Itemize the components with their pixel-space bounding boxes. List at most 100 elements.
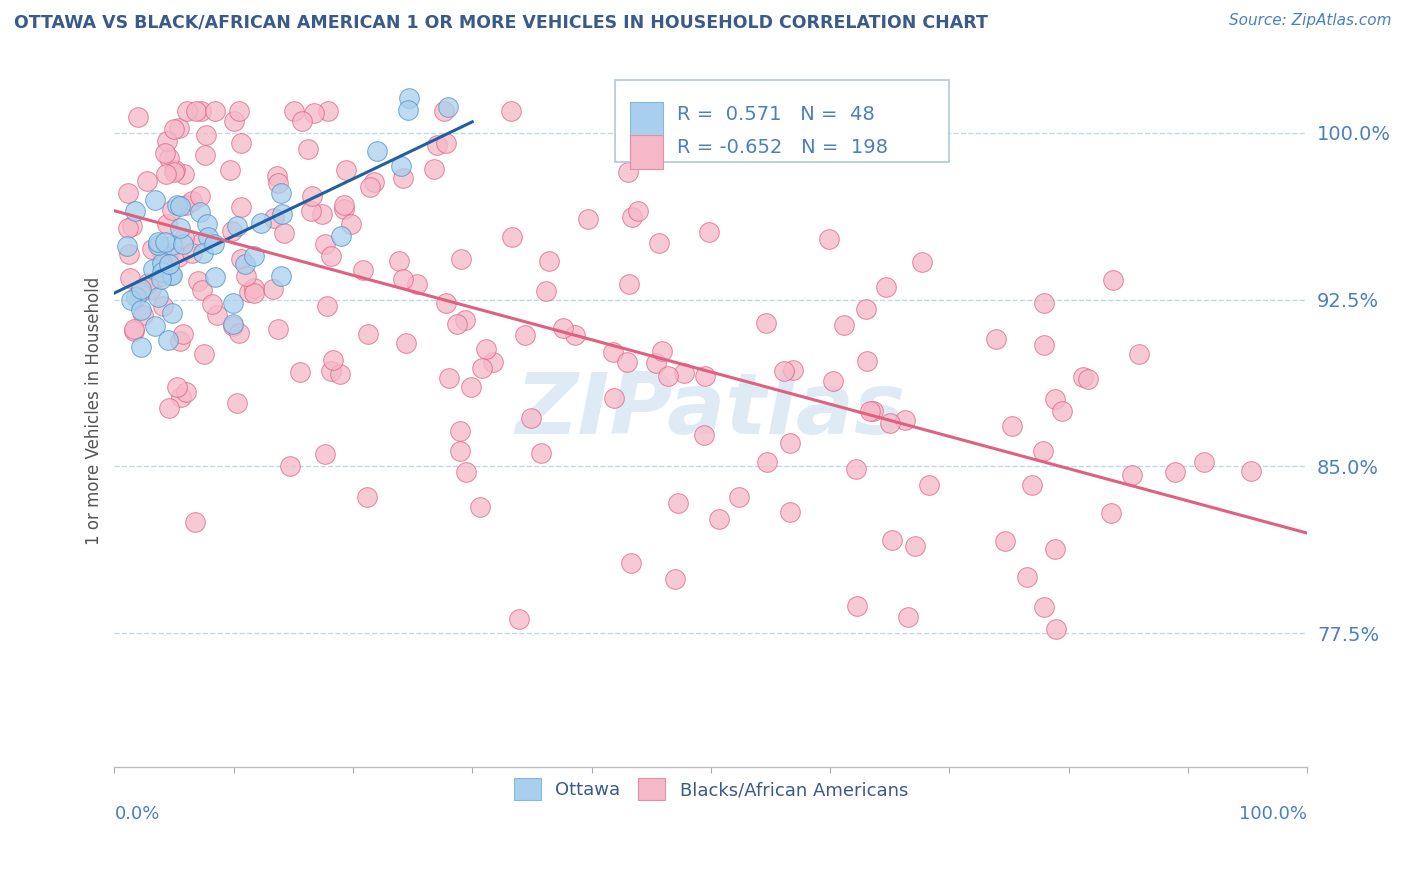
Point	[301, 188, 323, 202]
Point	[115, 238, 138, 252]
Point	[117, 221, 139, 235]
Point	[449, 424, 471, 438]
Point	[437, 100, 460, 114]
Point	[537, 254, 560, 268]
Point	[449, 444, 471, 458]
Point	[856, 353, 879, 368]
Point	[266, 169, 288, 184]
Point	[617, 165, 640, 179]
Point	[136, 174, 159, 188]
Point	[267, 322, 290, 336]
Point	[149, 244, 172, 258]
Point	[131, 340, 153, 354]
Point	[297, 143, 319, 157]
Point	[602, 345, 624, 359]
Bar	[630, 103, 664, 136]
Point	[153, 145, 176, 160]
Point	[471, 360, 494, 375]
Point	[184, 516, 207, 530]
Text: 100.0%: 100.0%	[1239, 805, 1308, 823]
Point	[392, 170, 415, 185]
Text: ZIPatlas: ZIPatlas	[516, 369, 905, 452]
Point	[897, 610, 920, 624]
Point	[818, 231, 841, 245]
Point	[270, 207, 292, 221]
Point	[904, 539, 927, 553]
Point	[191, 283, 214, 297]
Point	[142, 262, 165, 277]
Point	[1164, 465, 1187, 479]
Point	[450, 252, 472, 266]
Point	[356, 490, 378, 504]
Point	[405, 277, 427, 291]
Point	[174, 384, 197, 399]
Point	[616, 355, 638, 369]
Point	[176, 103, 198, 118]
Point	[1050, 403, 1073, 417]
Point	[187, 274, 209, 288]
Point	[456, 465, 478, 479]
Point	[155, 167, 177, 181]
Point	[143, 319, 166, 334]
Point	[170, 390, 193, 404]
Point	[340, 218, 363, 232]
Point	[1043, 392, 1066, 407]
Point	[333, 202, 356, 216]
Point	[278, 458, 301, 473]
Point	[141, 242, 163, 256]
Point	[1194, 455, 1216, 469]
Point	[389, 160, 412, 174]
Point	[194, 148, 217, 162]
Bar	[630, 135, 664, 169]
Point	[188, 188, 211, 202]
Point	[832, 318, 855, 332]
Point	[779, 436, 801, 450]
Point	[146, 235, 169, 249]
Point	[363, 175, 385, 189]
Point	[859, 403, 882, 417]
Point	[534, 285, 557, 299]
Point	[143, 193, 166, 207]
Point	[333, 198, 356, 212]
Point	[475, 342, 498, 356]
Point	[167, 121, 190, 136]
Point	[190, 103, 212, 118]
Point	[460, 380, 482, 394]
Text: R = -0.652   N =  198: R = -0.652 N = 198	[678, 137, 889, 157]
Point	[229, 136, 252, 150]
Point	[993, 534, 1015, 549]
Point	[173, 230, 195, 244]
Point	[169, 334, 191, 349]
Text: OTTAWA VS BLACK/AFRICAN AMERICAN 1 OR MORE VEHICLES IN HOUSEHOLD CORRELATION CHA: OTTAWA VS BLACK/AFRICAN AMERICAN 1 OR MO…	[14, 13, 988, 31]
Point	[1032, 338, 1054, 352]
Point	[664, 572, 686, 586]
Point	[648, 236, 671, 251]
Point	[620, 556, 643, 570]
Point	[156, 134, 179, 148]
Point	[270, 268, 292, 283]
Point	[779, 505, 801, 519]
Point	[862, 404, 884, 418]
Point	[139, 282, 162, 296]
Point	[423, 161, 446, 176]
Point	[1102, 272, 1125, 286]
Point	[693, 369, 716, 384]
Point	[620, 210, 643, 224]
Point	[129, 302, 152, 317]
Point	[262, 282, 284, 296]
Point	[172, 236, 194, 251]
Point	[162, 238, 184, 252]
Point	[172, 327, 194, 342]
Point	[481, 355, 503, 369]
Point	[501, 230, 523, 244]
Point	[644, 356, 666, 370]
Point	[316, 299, 339, 313]
Point	[146, 238, 169, 252]
Point	[1032, 296, 1054, 310]
Point	[439, 371, 461, 385]
Point	[204, 103, 226, 118]
Point	[146, 290, 169, 304]
Point	[263, 211, 285, 226]
Point	[197, 229, 219, 244]
Point	[1073, 369, 1095, 384]
